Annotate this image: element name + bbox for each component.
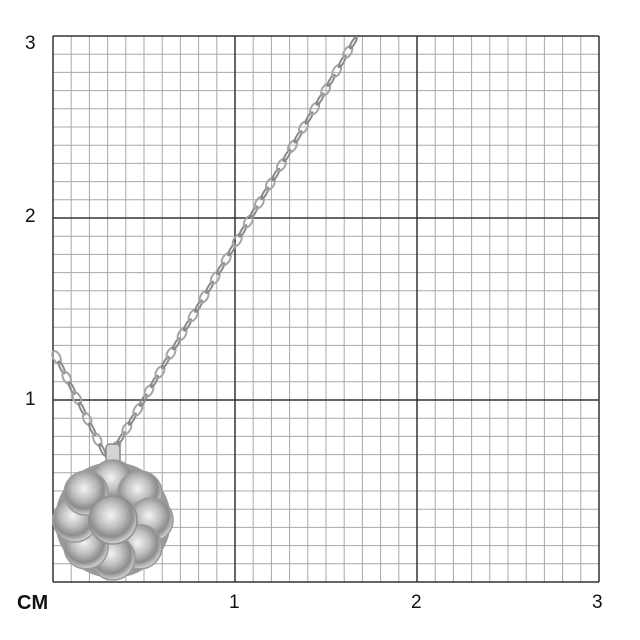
chain-link [326,73,336,88]
chain-link [282,148,292,163]
chain-link [176,327,188,342]
center-diamond [88,495,138,545]
chain-link [205,280,215,295]
chain-link [165,346,177,361]
chain-link [227,243,237,257]
chain-link [57,360,66,375]
chain-link [121,421,133,436]
chain-link [320,82,332,97]
chain-link [253,195,265,210]
chain-link [182,318,193,332]
chain-link [220,252,232,267]
x-tick-1: 1 [229,592,240,613]
chain-link [260,186,270,200]
chain-link [171,337,182,351]
chain-link [154,365,166,379]
chain-link [216,261,226,276]
chain-link [337,54,347,69]
x-tick-2: 2 [411,592,422,613]
chain-link [138,393,148,407]
chain-link [264,176,276,191]
chain-link [194,299,204,313]
chain [51,36,358,457]
chain-link [298,120,310,135]
y-tick-3: 3 [25,33,36,54]
chain-link [271,167,281,182]
x-tick-3: 3 [592,592,603,613]
chain-link [132,402,144,417]
chain-link [127,412,137,426]
chain-link [286,139,299,154]
chain-link [209,271,221,285]
chain-link [116,431,126,445]
chain-link [77,401,87,416]
chain-link [293,130,303,144]
chain-link [198,289,210,304]
chain-link [143,383,155,398]
chain-link [315,92,325,106]
chain-link [309,101,321,116]
chain-link [242,214,254,229]
y-tick-1: 1 [25,389,36,410]
flower-pendant [52,443,174,581]
chain-link [160,355,171,370]
chain-link [88,422,97,437]
chain-link [187,308,199,323]
chain-link [231,233,243,248]
chain-link [331,64,343,78]
chain-link [275,158,287,172]
chain-link [67,381,77,395]
chain-link [249,205,259,219]
chain-link [149,374,159,389]
unit-label: CM [17,592,49,614]
chain-link [348,36,358,50]
chain-link [304,111,314,125]
chain-link [342,45,354,60]
chain-link [238,224,248,238]
y-tick-2: 2 [25,206,36,227]
